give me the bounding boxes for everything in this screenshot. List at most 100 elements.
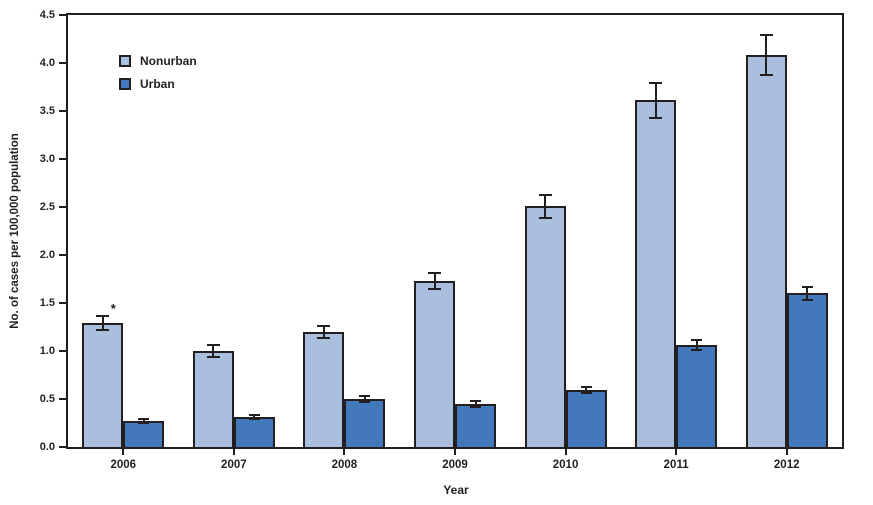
error-bar-cap (96, 328, 110, 331)
error-bar-cap (138, 418, 150, 421)
error-bar (806, 286, 809, 301)
y-axis-tick-label: 3.0 (39, 153, 55, 165)
legend-entry-nonurban: Nonurban (119, 54, 197, 68)
error-bar-cap (759, 34, 773, 37)
error-bar (363, 396, 366, 402)
error-bar (322, 326, 325, 338)
y-axis-tick (59, 14, 66, 16)
error-bar (101, 316, 104, 330)
bar-urban-2012 (786, 293, 828, 447)
error-bar-cap (580, 386, 592, 389)
bar-nonurban-2008 (303, 331, 345, 447)
y-axis-tick (59, 62, 66, 64)
error-bar-cap (649, 82, 663, 85)
bar-nonurban-2007 (192, 351, 234, 447)
error-bar (695, 340, 698, 351)
bar-nonurban-2011 (635, 100, 677, 447)
error-bar-cap (580, 392, 592, 395)
error-bar-cap (317, 325, 331, 328)
error-bar-cap (759, 74, 773, 77)
x-axis-tick (675, 447, 678, 455)
y-axis-tick-label: 1.0 (39, 345, 55, 357)
x-axis-tick-label: 2011 (663, 459, 689, 471)
error-bar-cap (801, 285, 813, 288)
error-bar-cap (691, 349, 703, 352)
bar-urban-2006 (123, 421, 165, 447)
y-axis-tick (59, 110, 66, 112)
bar-urban-2007 (233, 417, 275, 447)
bar-urban-2011 (676, 345, 718, 447)
x-axis-tick-label: 2009 (442, 459, 468, 471)
bar-nonurban-2010 (524, 206, 566, 447)
footnote-asterisk: * (110, 301, 116, 317)
error-bar-cap (359, 395, 371, 398)
x-axis-tick-label: 2007 (221, 459, 247, 471)
error-bar-cap (649, 116, 663, 119)
error-bar-cap (206, 355, 220, 358)
legend-swatch-nonurban-icon (119, 55, 131, 67)
y-axis-tick-label: 0.5 (39, 393, 55, 405)
y-axis-tick-label: 2.5 (39, 201, 55, 213)
y-axis-tick-label: 4.0 (39, 57, 55, 69)
error-bar-cap (96, 315, 110, 318)
error-bar (212, 345, 215, 357)
error-bar (765, 35, 768, 76)
y-axis-tick (59, 398, 66, 400)
error-bar-cap (470, 405, 481, 408)
legend-swatch-urban-icon (119, 78, 131, 90)
error-bar-cap (138, 422, 150, 424)
plot-area: * (66, 13, 844, 449)
y-axis-tick-label: 3.5 (39, 105, 55, 117)
x-axis-tick-label: 2012 (773, 459, 800, 471)
y-axis-tick (59, 350, 66, 352)
x-axis-title: Year (443, 483, 469, 497)
error-bar-cap (428, 272, 441, 275)
y-axis-tick (59, 206, 66, 208)
x-axis-tick (564, 447, 567, 455)
y-axis-tick (59, 254, 66, 256)
error-bar (654, 83, 657, 118)
y-axis-tick (59, 158, 66, 160)
error-bar-cap (470, 399, 481, 402)
error-bar-cap (248, 414, 260, 417)
x-axis-tick (785, 447, 788, 455)
y-axis-tick-label: 4.5 (39, 9, 55, 21)
y-axis-tick (59, 446, 66, 448)
x-axis-tick-label: 2006 (110, 459, 137, 471)
error-bar (585, 387, 588, 394)
y-axis-tick-label: 1.5 (39, 297, 55, 309)
error-bar-cap (248, 418, 260, 421)
x-axis-tick (343, 447, 346, 455)
y-axis-tick-label: 0.0 (39, 441, 55, 453)
bar-urban-2010 (565, 390, 607, 447)
x-axis-tick (232, 447, 235, 455)
legend-entry-urban: Urban (119, 77, 197, 91)
error-bar (474, 400, 477, 407)
bar-urban-2009 (455, 403, 496, 447)
error-bar (142, 419, 145, 423)
bar-nonurban-2012 (745, 55, 787, 447)
error-bar-cap (801, 299, 813, 302)
bar-nonurban-2009 (414, 280, 455, 447)
bar-urban-2008 (344, 399, 386, 447)
y-axis-tick-label: 2.0 (39, 249, 55, 261)
x-axis-tick-label: 2008 (331, 459, 358, 471)
bar-nonurban-2006 (82, 323, 124, 447)
error-bar-cap (359, 400, 371, 403)
error-bar-cap (428, 287, 441, 290)
x-axis-tick (454, 447, 456, 455)
error-bar-cap (538, 216, 552, 219)
error-bar (544, 194, 547, 218)
legend-label-urban: Urban (140, 77, 175, 91)
x-axis-tick (122, 447, 125, 455)
error-bar-cap (691, 339, 703, 342)
legend: Nonurban Urban (119, 54, 197, 100)
error-bar (253, 415, 256, 420)
legend-label-nonurban: Nonurban (140, 54, 197, 68)
x-axis-tick-label: 2010 (552, 459, 579, 471)
error-bar-cap (206, 344, 220, 347)
error-bar (433, 273, 436, 289)
error-bar-cap (317, 336, 331, 339)
y-axis-tick (59, 302, 66, 304)
